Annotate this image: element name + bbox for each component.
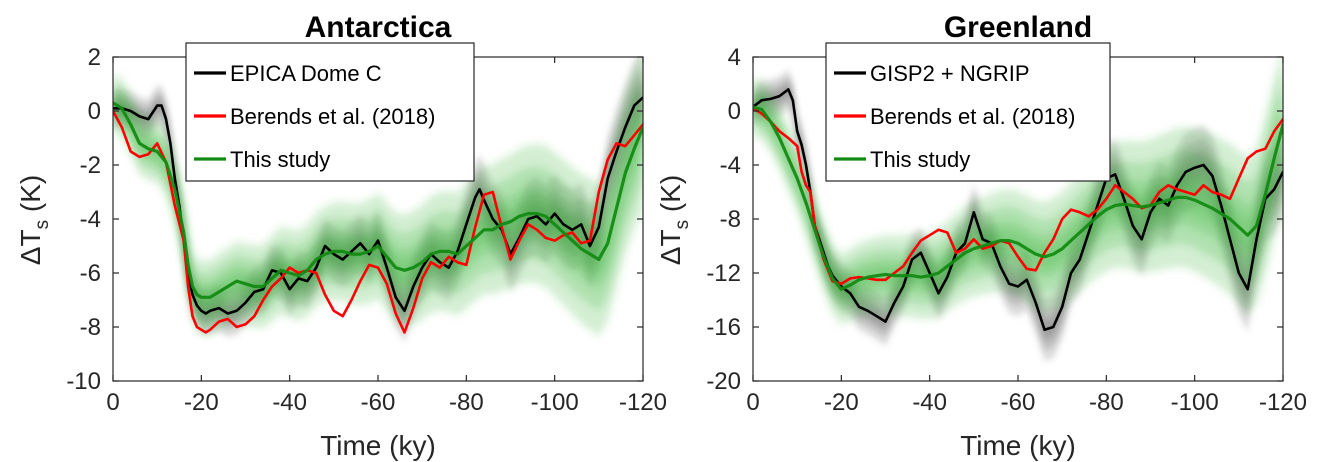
y-tick-label: -8: [80, 314, 101, 341]
chart-antarctica: Antarctica 0 -20 -40 -60 -80 -100 -120-10-8-6-…: [15, 11, 667, 461]
x-tick-label: -20: [184, 389, 219, 416]
y-tick-label: -4: [720, 152, 741, 179]
y-tick-label: 0: [728, 98, 741, 125]
y-tick-label: -4: [80, 206, 101, 233]
y-tick-label: -16: [706, 314, 741, 341]
y-tick-label: -2: [80, 152, 101, 179]
chart-title: Greenland: [944, 11, 1092, 44]
x-tick-label: -120: [1259, 389, 1307, 416]
legend-entry: Berends et al. (2018): [870, 104, 1075, 129]
legend-entry: GISP2 + NGRIP: [870, 61, 1030, 86]
legend-entry: EPICA Dome C: [230, 61, 382, 86]
x-tick-label: -60: [361, 389, 396, 416]
plot-area: [753, 57, 1283, 362]
y-tick-label: 0: [88, 98, 101, 125]
x-axis-label: Time (ky): [320, 430, 436, 461]
series-line: [113, 101, 643, 299]
legend-box: [825, 42, 1111, 182]
legend-entry: Berends et al. (2018): [230, 104, 435, 129]
series-line: [113, 109, 643, 334]
x-axis-label: Time (ky): [960, 430, 1076, 461]
y-tick-label: -12: [706, 260, 741, 287]
x-tick-label: -40: [272, 389, 307, 416]
uncertainty-band: [753, 70, 1283, 313]
x-tick-label: -80: [449, 389, 484, 416]
y-axis-label: ΔTs (K): [655, 175, 693, 265]
y-tick-label: -10: [66, 368, 101, 395]
legend: EPICA Dome C Berends et al. (2018) This st…: [185, 42, 475, 182]
legend-entry: This study: [870, 147, 970, 172]
x-tick-label: -120: [619, 389, 667, 416]
legend-box: [185, 42, 475, 182]
y-tick-label: 2: [88, 44, 101, 71]
legend-entry: This study: [230, 147, 330, 172]
series-line: [753, 105, 1283, 291]
x-tick-label: -80: [1089, 389, 1124, 416]
y-tick-label: -8: [720, 206, 741, 233]
x-tick-label: -40: [912, 389, 947, 416]
y-tick-label: 4: [728, 44, 741, 71]
y-tick-label: -6: [80, 260, 101, 287]
legend: GISP2 + NGRIP Berends et al. (2018) This s…: [825, 42, 1111, 182]
chart-greenland: Greenland 0 -20 -40 -60 -80 -100 -120-20-16-12…: [655, 11, 1307, 461]
x-tick-label: -100: [1171, 389, 1219, 416]
chart-title: Antarctica: [305, 11, 452, 44]
x-tick-label: 0: [746, 389, 759, 416]
x-tick-label: -60: [1001, 389, 1036, 416]
y-axis-label: ΔTs (K): [15, 175, 53, 265]
x-tick-label: 0: [106, 389, 119, 416]
x-tick-label: -20: [824, 389, 859, 416]
plot-area: [113, 57, 643, 343]
uncertainty-band: [113, 97, 643, 305]
axes: 0 -20 -40 -60 -80 -100 -120-10-8-6-4-202: [66, 44, 667, 416]
y-tick-label: -20: [706, 368, 741, 395]
x-tick-label: -100: [531, 389, 579, 416]
